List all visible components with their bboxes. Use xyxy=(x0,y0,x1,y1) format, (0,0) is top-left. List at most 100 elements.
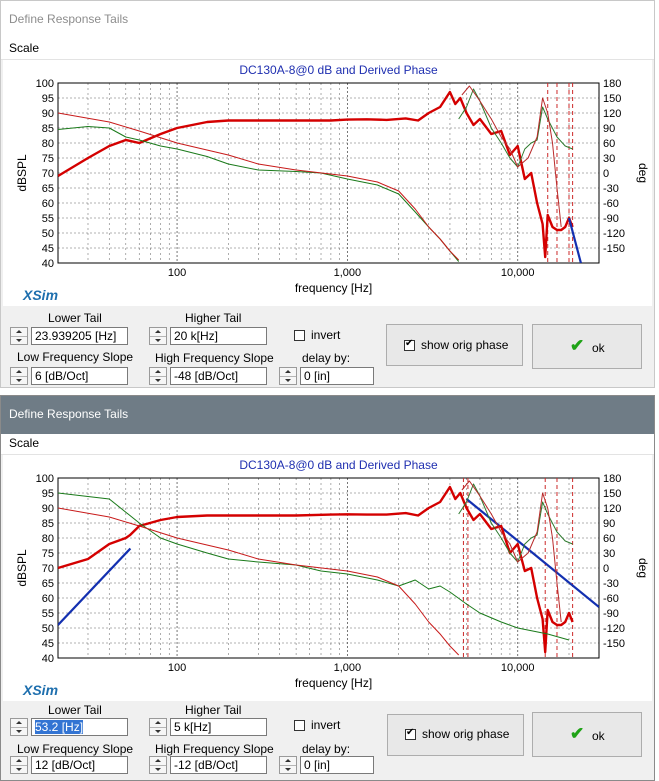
delay-spinner[interactable] xyxy=(279,367,297,385)
check-icon: ✔ xyxy=(570,724,585,743)
chart-title: DC130A-8@0 dB and Derived Phase xyxy=(239,458,438,472)
invert-checkbox[interactable] xyxy=(294,330,305,341)
y-tick-label: 80 xyxy=(42,138,54,150)
y2-tick-label: 30 xyxy=(603,548,615,560)
series-line-4 xyxy=(58,507,460,656)
response-chart: 100 95 90 85 80 75 70 65 60 55 50 45 40 180 150 120 90 60… xyxy=(15,458,650,690)
x-tick-label: 10,000 xyxy=(501,662,535,674)
show-orig-phase-label: show orig phase xyxy=(421,338,509,352)
y-tick-label: 95 xyxy=(42,93,54,105)
show-orig-phase-toggle[interactable]: show orig phase xyxy=(386,324,523,366)
y2-tick-label: 90 xyxy=(603,123,615,135)
y-tick-label: 60 xyxy=(42,593,54,605)
plot-frame xyxy=(57,82,600,264)
window-title[interactable]: Define Response Tails xyxy=(1,396,654,434)
y-tick-label: 60 xyxy=(42,198,54,210)
y2-tick-label: 150 xyxy=(603,488,621,500)
y-tick-label: 80 xyxy=(42,533,54,545)
invert-checkbox[interactable] xyxy=(294,720,305,731)
x-tick-label: 100 xyxy=(168,662,186,674)
invert-label: invert xyxy=(311,328,341,342)
y-tick-label: 70 xyxy=(42,168,54,180)
y2-tick-label: 30 xyxy=(603,153,615,165)
x-tick-label: 10,000 xyxy=(501,267,535,279)
y2-tick-label: -60 xyxy=(603,593,619,605)
y2-tick-label: 60 xyxy=(603,533,615,545)
x-tick-label: 100 xyxy=(168,267,186,279)
delay-spinner[interactable] xyxy=(279,756,297,774)
high-slope-spinner[interactable] xyxy=(149,756,167,774)
show-orig-phase-checkbox[interactable] xyxy=(404,338,415,351)
delay-input[interactable]: 0 [in] xyxy=(300,367,374,385)
y-tick-label: 65 xyxy=(42,183,54,195)
define-response-tails-window-active: Define Response Tails Scale 100 95 90 85 80 7… xyxy=(0,395,655,781)
lower-tail-spinner[interactable] xyxy=(10,718,28,736)
check-icon: ✔ xyxy=(570,336,585,355)
lower-tail-label: Lower Tail xyxy=(48,311,102,325)
y-tick-label: 50 xyxy=(42,623,54,635)
low-slope-input[interactable]: 6 [dB/Oct] xyxy=(31,367,128,385)
lower-tail-input[interactable]: 53.2 [Hz] xyxy=(31,718,128,736)
ok-button[interactable]: ✔ ok xyxy=(532,324,642,369)
response-plot: 100 95 90 85 80 75 70 65 60 55 50 45 40 180 150 120 90 60… xyxy=(3,60,652,306)
y-axis-label: dBSPL xyxy=(15,154,29,192)
higher-tail-input[interactable]: 20 k[Hz] xyxy=(170,327,267,345)
y2-tick-label: 60 xyxy=(603,138,615,150)
delay-label: delay by: xyxy=(302,742,351,756)
y2-tick-label: 150 xyxy=(603,93,621,105)
series-line-5 xyxy=(458,483,573,563)
lower-tail-label: Lower Tail xyxy=(48,703,102,717)
y2-tick-label: 120 xyxy=(603,108,621,120)
y-tick-label: 40 xyxy=(42,653,54,665)
y-tick-label: 50 xyxy=(42,228,54,240)
low-slope-spinner[interactable] xyxy=(10,756,28,774)
y-tick-label: 75 xyxy=(42,153,54,165)
ok-label: ok xyxy=(592,341,605,355)
high-slope-label: High Frequency Slope xyxy=(155,351,274,365)
y2-tick-label: -120 xyxy=(603,228,625,240)
series-line-5 xyxy=(461,85,562,228)
delay-label: delay by: xyxy=(302,351,351,365)
series-line-4 xyxy=(458,88,573,168)
ok-label: ok xyxy=(592,729,605,743)
higher-tail-spinner[interactable] xyxy=(149,718,167,736)
show-orig-phase-checkbox[interactable] xyxy=(405,727,416,740)
y2-tick-label: -150 xyxy=(603,638,625,650)
high-slope-input[interactable]: -12 [dB/Oct] xyxy=(170,756,267,774)
window-title[interactable]: Define Response Tails xyxy=(1,1,654,39)
higher-tail-spinner[interactable] xyxy=(149,327,167,345)
series-line-2 xyxy=(58,485,574,654)
series-line-3 xyxy=(58,112,460,261)
high-slope-input[interactable]: -48 [dB/Oct] xyxy=(170,367,267,385)
y2-tick-label: 180 xyxy=(603,473,621,485)
x-axis-label: frequency [Hz] xyxy=(295,676,372,690)
y2-tick-label: -30 xyxy=(603,578,619,590)
y2-tick-label: 120 xyxy=(603,503,621,515)
series-line-6 xyxy=(461,480,562,623)
y-tick-label: 70 xyxy=(42,563,54,575)
ok-button[interactable]: ✔ ok xyxy=(532,712,642,757)
chart-title: DC130A-8@0 dB and Derived Phase xyxy=(239,63,438,77)
response-plot: 100 95 90 85 80 75 70 65 60 55 50 45 40 180 150 120 90 60… xyxy=(3,455,652,701)
low-slope-input[interactable]: 12 [dB/Oct] xyxy=(31,756,128,774)
lower-tail-spinner[interactable] xyxy=(10,327,28,345)
y-tick-label: 100 xyxy=(36,78,54,90)
y2-tick-label: 90 xyxy=(603,518,615,530)
xsim-brand: XSim xyxy=(23,682,59,698)
higher-tail-label: Higher Tail xyxy=(185,311,242,325)
menu-scale[interactable]: Scale xyxy=(9,436,40,450)
show-orig-phase-toggle[interactable]: show orig phase xyxy=(387,714,524,756)
invert-label: invert xyxy=(311,718,341,732)
y-tick-label: 65 xyxy=(42,578,54,590)
high-slope-spinner[interactable] xyxy=(149,367,167,385)
response-chart: 100 95 90 85 80 75 70 65 60 55 50 45 40 180 150 120 90 60… xyxy=(15,63,650,295)
lower-tail-input[interactable]: 23.939205 [Hz] xyxy=(31,327,128,345)
y-tick-label: 100 xyxy=(36,473,54,485)
delay-input[interactable]: 0 [in] xyxy=(300,756,374,774)
y-tick-label: 75 xyxy=(42,548,54,560)
higher-tail-input[interactable]: 5 k[Hz] xyxy=(170,718,267,736)
low-slope-label: Low Frequency Slope xyxy=(17,350,134,364)
low-slope-spinner[interactable] xyxy=(10,367,28,385)
series-line-1 xyxy=(567,217,582,263)
menu-scale[interactable]: Scale xyxy=(9,41,40,55)
